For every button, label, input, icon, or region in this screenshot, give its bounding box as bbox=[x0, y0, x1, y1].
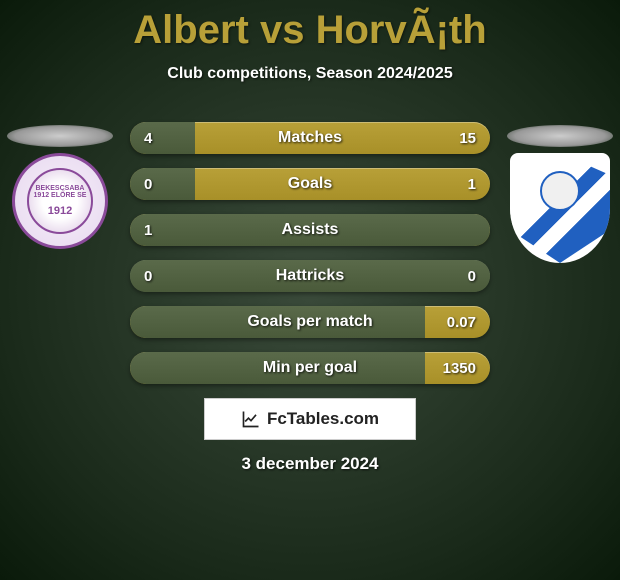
stat-row: 1 Assists bbox=[130, 214, 490, 246]
stat-label: Min per goal bbox=[263, 359, 357, 377]
stats-container: 4 Matches 15 0 Goals 1 1 Assists 0 Hattricks 0 Goal… bbox=[130, 122, 490, 398]
stat-label: Hattricks bbox=[276, 267, 344, 285]
stat-value-left: 0 bbox=[144, 268, 152, 285]
stat-row: 0 Hattricks 0 bbox=[130, 260, 490, 292]
stat-label: Assists bbox=[282, 221, 339, 239]
page-subtitle: Club competitions, Season 2024/2025 bbox=[0, 65, 620, 83]
stat-row: 0 Goals 1 bbox=[130, 168, 490, 200]
brand-box[interactable]: FcTables.com bbox=[204, 398, 416, 440]
left-club-logo-text: BEKESCSABA 1912 ELŐRE SE 1912 bbox=[15, 156, 105, 246]
left-club-line2: 1912 ELŐRE SE bbox=[34, 192, 87, 199]
stat-label: Goals per match bbox=[247, 313, 372, 331]
chart-line-icon bbox=[241, 409, 261, 429]
badge-shadow-right bbox=[507, 125, 613, 147]
stat-fill-left bbox=[130, 214, 195, 246]
badge-shadow-left bbox=[7, 125, 113, 147]
stat-fill-right bbox=[195, 214, 490, 246]
stat-label: Matches bbox=[278, 129, 342, 147]
stat-fill-left bbox=[130, 168, 195, 200]
stat-value-right: 0 bbox=[468, 268, 476, 285]
left-club-block: BEKESCSABA 1912 ELŐRE SE 1912 bbox=[0, 125, 120, 249]
left-club-logo: BEKESCSABA 1912 ELŐRE SE 1912 bbox=[12, 153, 108, 249]
left-club-line1: BEKESCSABA bbox=[35, 185, 84, 192]
right-club-block bbox=[500, 125, 620, 263]
stat-row: Min per goal 1350 bbox=[130, 352, 490, 384]
brand-text: FcTables.com bbox=[267, 409, 379, 429]
stat-value-left: 1 bbox=[144, 222, 152, 239]
stat-label: Goals bbox=[288, 175, 332, 193]
stat-value-right: 1 bbox=[468, 176, 476, 193]
right-club-logo bbox=[510, 153, 610, 263]
stat-row: 4 Matches 15 bbox=[130, 122, 490, 154]
footer-date: 3 december 2024 bbox=[0, 454, 620, 474]
page-title: Albert vs HorvÃ¡th bbox=[0, 0, 620, 53]
stat-value-left: 4 bbox=[144, 130, 152, 147]
stat-value-left: 0 bbox=[144, 176, 152, 193]
stat-value-right: 0.07 bbox=[447, 314, 476, 331]
right-club-crest bbox=[540, 171, 580, 211]
stat-value-right: 15 bbox=[459, 130, 476, 147]
left-club-year: 1912 bbox=[48, 205, 72, 217]
stat-value-right: 1350 bbox=[443, 360, 476, 377]
stat-fill-left bbox=[130, 122, 195, 154]
stat-row: Goals per match 0.07 bbox=[130, 306, 490, 338]
